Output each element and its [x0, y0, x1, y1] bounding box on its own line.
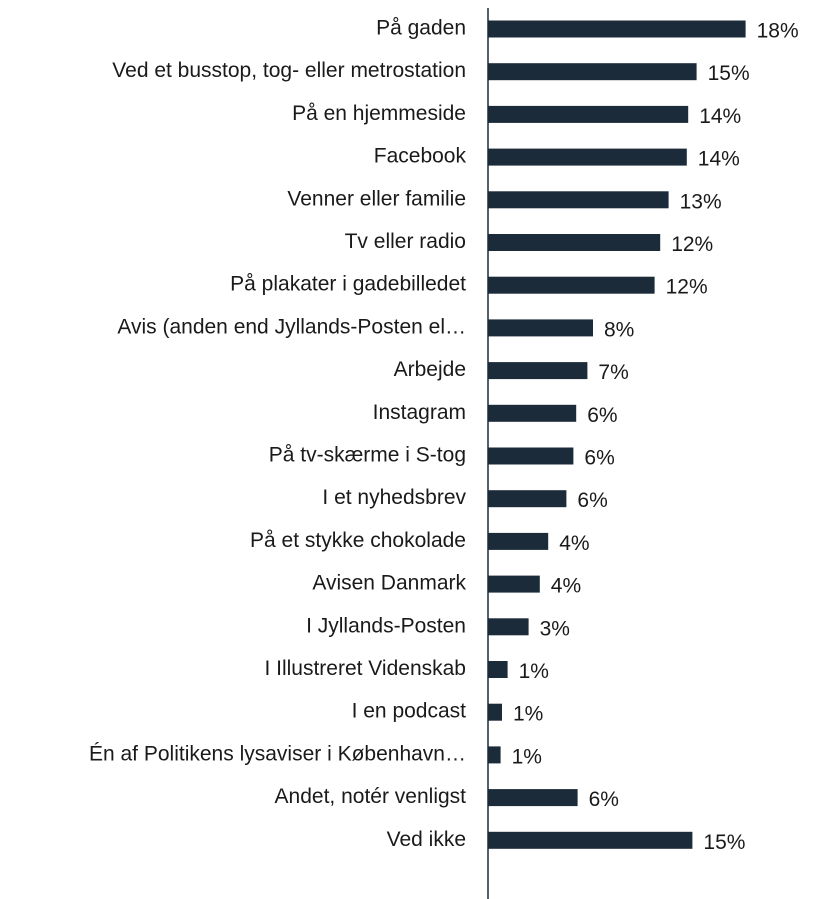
bar: [488, 618, 529, 636]
bar: [488, 831, 693, 849]
category-label: Avis (anden end Jyllands-Posten el…: [117, 315, 466, 338]
category-label: I en podcast: [352, 700, 467, 723]
value-label: 15%: [708, 62, 750, 85]
value-label: 6%: [577, 489, 607, 512]
bar: [488, 490, 567, 508]
value-label: 12%: [666, 276, 708, 299]
category-label: Avisen Danmark: [312, 572, 466, 595]
value-label: 8%: [604, 318, 634, 341]
value-label: 12%: [671, 233, 713, 256]
bar: [488, 20, 746, 38]
category-label: Facebook: [374, 145, 467, 168]
category-label: Venner eller familie: [287, 187, 466, 210]
bar: [488, 661, 508, 678]
category-label: På tv-skærme i S-tog: [269, 444, 466, 467]
value-label: 6%: [584, 447, 614, 470]
category-label: I Jyllands-Posten: [306, 614, 466, 637]
value-label: 4%: [559, 532, 589, 555]
value-label: 4%: [551, 575, 581, 598]
bar: [488, 789, 578, 807]
bar: [488, 105, 689, 123]
bar: [488, 148, 687, 166]
category-label: På plakater i gadebilledet: [230, 273, 466, 296]
value-label: 14%: [699, 105, 741, 128]
category-label: På gaden: [376, 17, 466, 40]
bar: [488, 319, 593, 337]
category-label: Instagram: [373, 401, 466, 424]
bar: [488, 404, 577, 422]
category-label: Ved ikke: [387, 828, 466, 851]
value-label: 7%: [598, 361, 628, 384]
bar: [488, 703, 502, 721]
bar: [488, 447, 574, 465]
category-label: Én af Politikens lysaviser i København…: [89, 742, 466, 765]
bar: [488, 63, 697, 81]
bar: [488, 362, 588, 380]
value-label: 15%: [703, 831, 745, 854]
bar: [488, 191, 669, 209]
category-label: I et nyhedsbrev: [322, 486, 466, 509]
category-label: Tv eller radio: [345, 230, 466, 253]
bar: [488, 746, 501, 764]
category-label: På en hjemmeside: [292, 102, 466, 125]
bar: [488, 575, 540, 593]
category-label: Andet, notér venligst: [275, 785, 467, 808]
value-label: 3%: [540, 617, 570, 640]
value-label: 14%: [698, 148, 740, 171]
value-label: 1%: [519, 660, 549, 683]
category-label: I Illustreret Videnskab: [264, 657, 466, 680]
bar: [488, 532, 549, 550]
value-label: 13%: [680, 190, 722, 213]
category-label: På et stykke chokolade: [250, 529, 466, 552]
value-label: 18%: [757, 20, 799, 43]
category-label: Ved et busstop, tog- eller metrostation: [112, 59, 466, 82]
value-label: 6%: [587, 404, 617, 427]
value-label: 1%: [513, 703, 543, 726]
value-label: 1%: [512, 745, 542, 768]
bar: [488, 234, 661, 251]
bar: [488, 276, 655, 294]
category-label: Arbejde: [394, 358, 466, 381]
value-label: 6%: [589, 788, 619, 811]
